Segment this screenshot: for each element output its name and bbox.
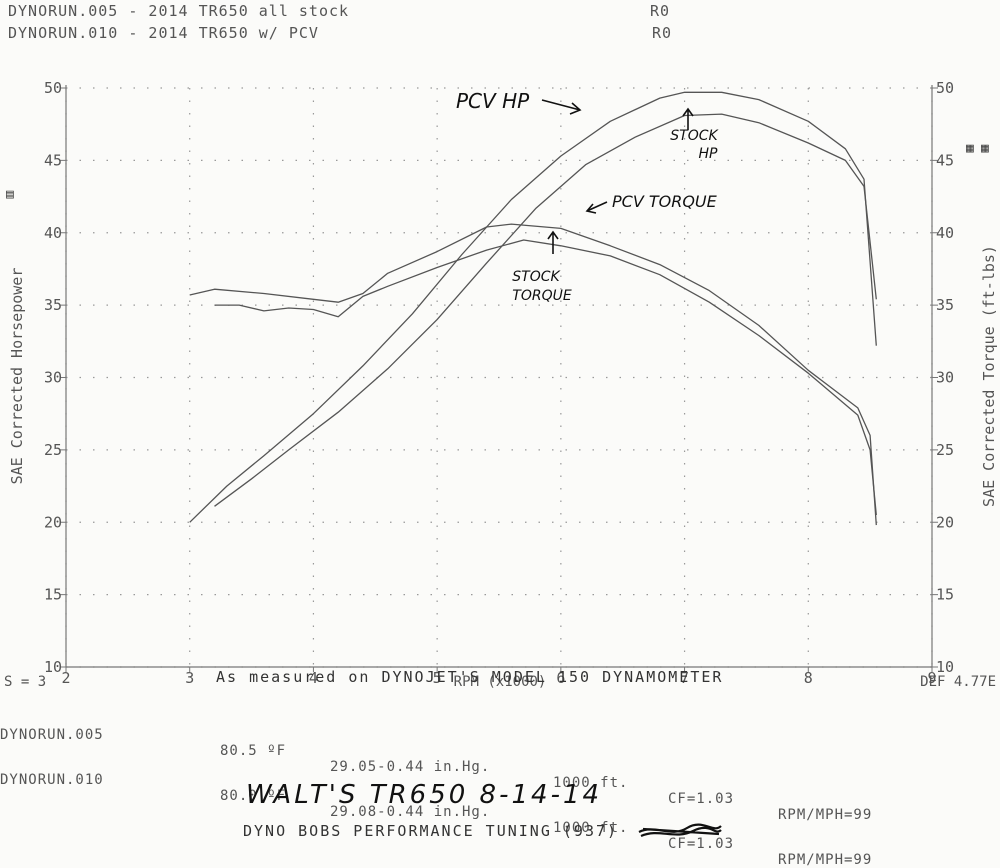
handwritten-note: WALT'S TR650 8-14-14	[246, 780, 603, 810]
y-tick-label-right: 35	[936, 296, 954, 314]
y-tick-label-left: 35	[44, 296, 62, 314]
x-axis-label: RPM (x1000)	[454, 674, 547, 690]
left-legend-marker: ▤	[6, 187, 14, 202]
series-line-stock-torque	[214, 239, 877, 516]
x-tick-label: 9	[927, 669, 936, 687]
y-tick-label-left: 20	[44, 513, 62, 531]
y-tick-label-left: 30	[44, 369, 62, 387]
series-line-stock-hp	[214, 113, 877, 507]
scribbled-out-number	[638, 823, 722, 838]
y-tick-label-right: 25	[936, 441, 954, 459]
right-legend-marker-1: ▦	[966, 141, 974, 156]
right-legend-marker-2: ▦	[981, 141, 989, 156]
y-tick-label-left: 10	[44, 658, 62, 676]
annotation-stock-torque-arrow	[547, 230, 559, 254]
annotation-stock-torque-line2: TORQUE	[512, 288, 572, 304]
y-tick-label-left: 15	[44, 586, 62, 604]
run1-info-cf: CF=1.03	[668, 791, 735, 807]
y-tick-label-right: 30	[936, 369, 954, 387]
data-series	[189, 91, 877, 526]
run1-code: R0	[650, 2, 671, 20]
y-tick-label-right: 45	[936, 151, 954, 169]
run2-info-cf: CF=1.03	[668, 836, 735, 852]
y-tick-label-right: 50	[936, 79, 954, 97]
x-tick-label: 6	[556, 669, 565, 687]
run2-info-temp: 80.0 ºF	[220, 788, 287, 804]
grid	[65, 87, 933, 668]
y-tick-label-left: 40	[44, 224, 62, 242]
corner-left-label: S = 3	[4, 674, 46, 690]
y-axis-label-right: SAE Corrected Torque (ft-lbs)	[980, 245, 998, 507]
y-tick-label-right: 20	[936, 513, 954, 531]
run1-info-name: DYNORUN.005	[0, 727, 104, 743]
series-line-pcv-hp	[189, 91, 877, 523]
y-tick-label-right: 10	[936, 658, 954, 676]
series-line-pcv-torque	[189, 223, 877, 526]
x-tick-label: 8	[804, 669, 813, 687]
y-tick-label-left: 25	[44, 441, 62, 459]
run2-title: DYNORUN.010 - 2014 TR650 w/ PCV	[8, 24, 319, 42]
annotation-pcv-hp-arrow	[541, 99, 582, 115]
x-tick-label: 3	[185, 669, 194, 687]
y-tick-label-left: 45	[44, 151, 62, 169]
run2-info-name: DYNORUN.010	[0, 772, 104, 788]
run1-info-altitude: 1000 ft.	[553, 775, 629, 791]
x-tick-label: 7	[680, 669, 689, 687]
x-tick-label: 5	[433, 669, 442, 687]
y-tick-label-left: 50	[44, 79, 62, 97]
run2-info-pressure: 29.08-0.44 in.Hg.	[330, 804, 491, 820]
run2-info-ratio: RPM/MPH=99	[778, 852, 873, 868]
run2-code: R0	[652, 24, 673, 42]
annotation-stock-hp-line1: STOCK	[670, 128, 719, 144]
corner-right-label: DEF 4.77E	[920, 674, 996, 690]
run2-info-row: DYNORUN.010 80.0 ºF 29.08-0.44 in.Hg. 10…	[0, 756, 871, 868]
y-axis-label-left: SAE Corrected Horsepower	[8, 268, 26, 485]
x-tick-label: 2	[61, 669, 70, 687]
run1-info-pressure: 29.05-0.44 in.Hg.	[330, 759, 491, 775]
measured-caption: As measured on DYNOJET'S MODEL 150 DYNAM…	[216, 668, 724, 686]
run1-info-row: DYNORUN.005 80.5 ºF 29.05-0.44 in.Hg. 10…	[0, 711, 871, 823]
x-tick-label: 4	[309, 669, 318, 687]
run1-info-temp: 80.5 ºF	[220, 743, 287, 759]
run1-info-ratio: RPM/MPH=99	[778, 807, 873, 823]
annotation-pcv-torque: PCV TORQUE	[612, 192, 718, 211]
annotation-stock-hp-line2: HP	[699, 146, 719, 162]
annotation-stock-torque-line1: STOCK	[512, 269, 561, 285]
y-tick-label-right: 15	[936, 586, 954, 604]
run1-title: DYNORUN.005 - 2014 TR650 all stock	[8, 2, 350, 20]
annotation-stock-hp-arrow	[682, 107, 694, 130]
annotation-pcv-hp: PCV HP	[456, 89, 530, 113]
y-tick-label-right: 40	[936, 224, 954, 242]
shop-info: DYNO BOBS PERFORMANCE TUNING (937)	[243, 822, 619, 840]
run2-info-altitude: 1000 ft.	[553, 820, 629, 836]
annotation-pcv-torque-arrow	[585, 201, 608, 214]
